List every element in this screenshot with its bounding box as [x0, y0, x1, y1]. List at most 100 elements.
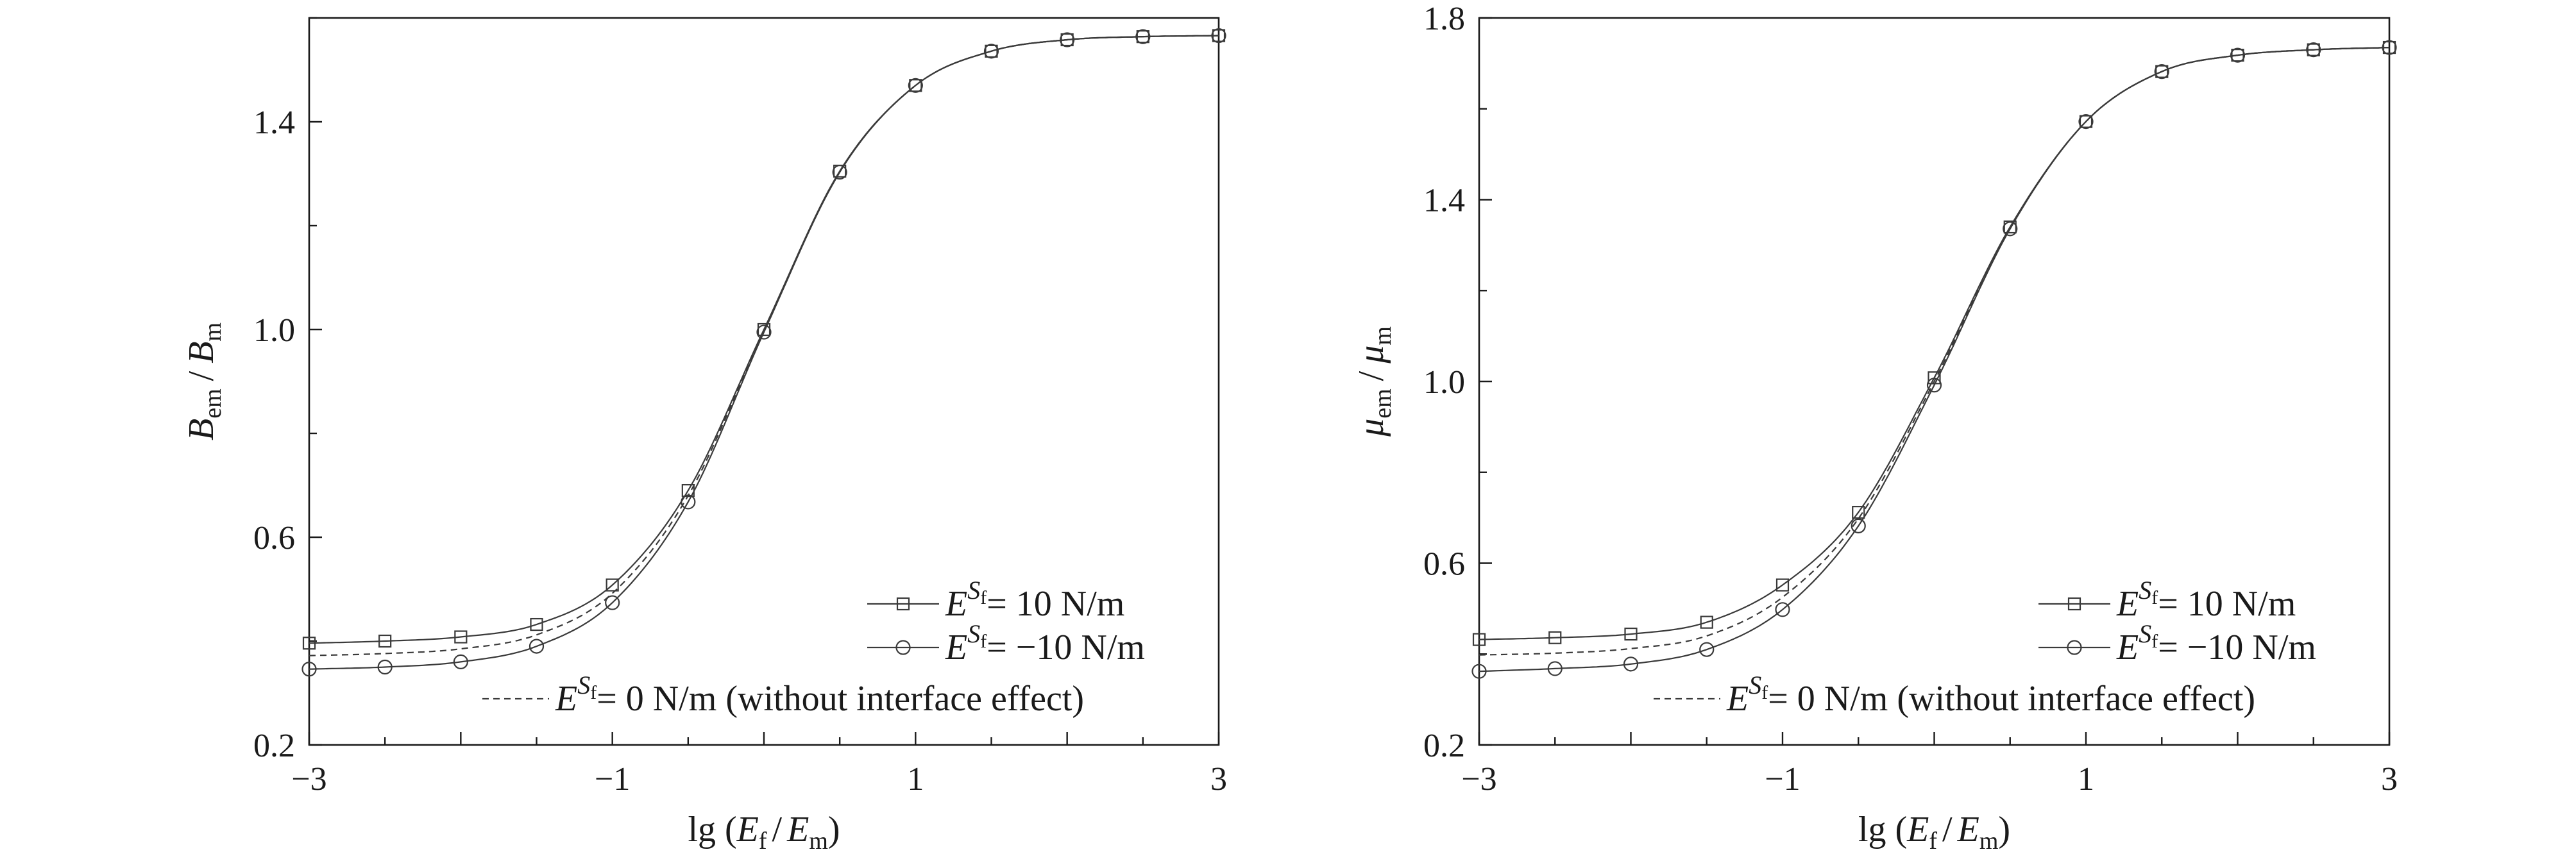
legend-sup: S — [577, 671, 590, 699]
x-label-part: E — [1957, 810, 1979, 849]
left-series-1-point — [301, 662, 317, 677]
right-series-1-point — [2154, 64, 2169, 79]
left-y-axis-label: Bem / Bm — [182, 322, 226, 440]
right-series-1-point — [2230, 47, 2246, 63]
left-series-line-1 — [309, 35, 1219, 670]
right-series-1-point — [1775, 602, 1790, 617]
y-label-sub: m — [1369, 326, 1396, 346]
legend-sup: S — [2139, 619, 2151, 648]
left-series-0-point — [454, 630, 468, 644]
right-x-tick-label: 1 — [2078, 761, 2094, 798]
x-label-part: / — [772, 810, 783, 849]
left-series-0-point — [302, 637, 316, 650]
legend-part: E — [945, 628, 967, 667]
x-label-part: lg ( — [1858, 810, 1907, 849]
left-series-0-point — [606, 578, 619, 592]
left-series-1-point — [529, 639, 545, 654]
left-series-1-point — [1211, 28, 1226, 44]
left-x-tick-label: −3 — [291, 761, 326, 798]
right-series-1-point — [2382, 40, 2397, 55]
right-series-0-point — [1700, 615, 1713, 629]
right-series-0-point — [1775, 578, 1790, 592]
right-series-line-1 — [1479, 47, 2389, 672]
left-x-tick-label: 3 — [1210, 761, 1227, 798]
y-label-part: / — [1352, 371, 1391, 381]
legend-sup-sub: f — [2151, 587, 2158, 608]
left-series-1-point — [605, 595, 620, 610]
right-series-0-point — [1624, 627, 1638, 641]
left-series-1-point — [832, 164, 847, 180]
legend-sup: S — [2139, 576, 2151, 605]
right-y-tick-label: 1.4 — [1423, 183, 1465, 219]
left-series-1-point — [756, 324, 772, 340]
right-series-0-point — [2231, 49, 2244, 62]
legend-entry-neg: ESf= −10 N/m — [2116, 619, 2316, 667]
x-label-part: E — [1906, 810, 1929, 849]
right-series-0-point — [2155, 65, 2169, 78]
right-series-1-point — [1851, 518, 1866, 533]
legend-part: = −10 N/m — [2158, 628, 2316, 667]
legend-entry-pos: ESf= 10 N/m — [945, 576, 1124, 624]
x-label-part: E — [786, 810, 809, 849]
y-label-part: μ — [1352, 346, 1391, 364]
y-label-part: / — [182, 371, 221, 381]
y-label-sub: em — [199, 388, 226, 418]
legend-part: = 0 N/m (without interface effect) — [597, 679, 1084, 719]
legend-part: E — [555, 679, 577, 719]
right-x-tick-label: −1 — [1765, 761, 1800, 798]
right-series-1-point — [1699, 642, 1715, 657]
right-series-1-point — [1471, 664, 1487, 679]
y-label-sub: em — [1369, 388, 1396, 418]
legend-entry-pos: ESf= 10 N/m — [2116, 576, 2296, 624]
legend-swatch-marker — [2067, 597, 2081, 611]
right-y-tick-label: 1.8 — [1423, 1, 1465, 37]
right-series-1-point — [1926, 378, 1942, 393]
legend-swatch-marker — [2067, 640, 2082, 655]
left-series-1-point — [377, 659, 393, 675]
left-series-1-point — [908, 78, 923, 93]
left-x-axis-label: lg (Ef / Em) — [688, 810, 840, 849]
x-label-sub: m — [1979, 828, 1999, 849]
legend-part: = 0 N/m (without interface effect) — [1768, 679, 2255, 719]
right-chart: −3 −1 1 30.20.61.01.41.8lg (Ef / Em)μem/μmESf… — [1352, 1, 2398, 852]
legend-sup-sub: f — [980, 587, 987, 608]
legend-swatch-marker — [896, 597, 910, 611]
right-series-1-point — [2078, 113, 2094, 129]
left-series-0-point — [985, 44, 998, 58]
legend-sup: S — [967, 619, 980, 648]
legend-part: E — [1726, 679, 1749, 719]
left-series-1-point — [453, 654, 468, 670]
y-label-sub: m — [199, 322, 226, 342]
x-label-part: lg ( — [688, 810, 736, 849]
right-series-1-point — [1623, 656, 1639, 672]
legend-sup: S — [967, 576, 980, 605]
y-label-part: B — [182, 342, 221, 363]
right-series-line-2 — [1479, 47, 2389, 656]
legend-sup-sub: f — [980, 631, 987, 652]
left-series-0-point — [530, 617, 543, 631]
legend-entry-zero: ESf= 0 N/m (without interface effect) — [1726, 671, 2255, 719]
right-series-1-point — [2003, 221, 2018, 237]
legend-part: E — [2116, 628, 2139, 667]
legend-sup-sub: f — [2151, 631, 2158, 652]
legend-part: = 10 N/m — [2158, 584, 2296, 624]
x-label-part: E — [736, 810, 759, 849]
legend-sup: S — [1749, 671, 1761, 699]
right-x-tick-label: 3 — [2381, 761, 2398, 798]
right-y-axis-label: μem/μm — [1352, 326, 1396, 437]
left-series-line-2 — [309, 35, 1219, 656]
legend-entry-zero: ESf= 0 N/m (without interface effect) — [555, 671, 1084, 719]
right-x-tick-label: −3 — [1461, 761, 1496, 798]
right-series-1-point — [1547, 661, 1563, 676]
legend-sup-sub: f — [1761, 682, 1768, 703]
left-y-tick-label: 1.4 — [253, 104, 295, 141]
right-series-0-point — [1548, 631, 1562, 644]
x-label-sub: f — [759, 828, 767, 849]
right-series-0-point — [1852, 506, 1865, 519]
left-series-0-point — [378, 634, 392, 648]
